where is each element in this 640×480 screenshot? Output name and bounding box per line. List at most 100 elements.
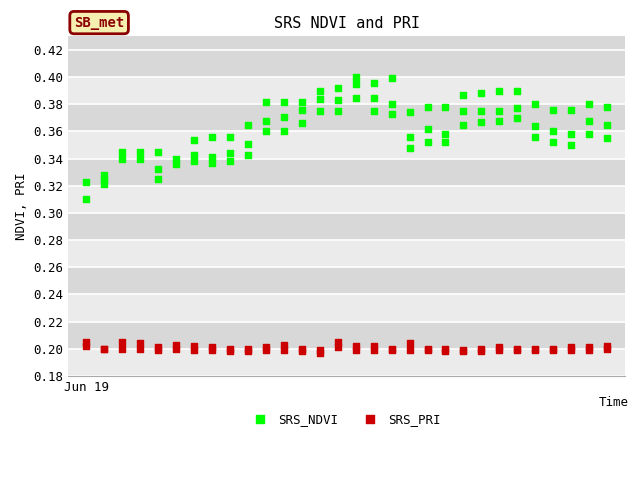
SRS_NDVI bbox=[207, 159, 217, 167]
SRS_NDVI bbox=[476, 118, 486, 126]
SRS_NDVI bbox=[99, 180, 109, 188]
SRS_NDVI bbox=[315, 87, 325, 95]
SRS_PRI bbox=[260, 346, 271, 354]
SRS_NDVI bbox=[351, 80, 361, 88]
Y-axis label: NDVI, PRI: NDVI, PRI bbox=[15, 172, 28, 240]
SRS_NDVI bbox=[512, 114, 522, 122]
SRS_NDVI bbox=[297, 120, 307, 127]
SRS_NDVI bbox=[81, 195, 92, 203]
SRS_PRI bbox=[404, 339, 415, 347]
SRS_PRI bbox=[422, 346, 433, 354]
SRS_NDVI bbox=[297, 106, 307, 114]
SRS_PRI bbox=[566, 344, 576, 351]
SRS_PRI bbox=[387, 346, 397, 354]
SRS_NDVI bbox=[566, 141, 576, 149]
Bar bbox=[68, 213, 625, 240]
SRS_PRI bbox=[135, 339, 145, 347]
Bar bbox=[68, 186, 625, 213]
SRS_PRI bbox=[369, 342, 379, 350]
SRS_PRI bbox=[602, 342, 612, 350]
Bar bbox=[68, 158, 625, 186]
SRS_NDVI bbox=[315, 95, 325, 103]
SRS_PRI bbox=[566, 346, 576, 354]
SRS_PRI bbox=[530, 346, 540, 354]
SRS_PRI bbox=[135, 345, 145, 353]
SRS_NDVI bbox=[548, 139, 558, 146]
SRS_PRI bbox=[243, 345, 253, 353]
SRS_NDVI bbox=[99, 171, 109, 179]
SRS_NDVI bbox=[315, 107, 325, 115]
SRS_PRI bbox=[494, 346, 504, 354]
SRS_PRI bbox=[99, 345, 109, 353]
Bar bbox=[68, 349, 625, 376]
SRS_NDVI bbox=[333, 96, 343, 104]
SRS_NDVI bbox=[243, 140, 253, 147]
SRS_PRI bbox=[171, 341, 181, 348]
SRS_NDVI bbox=[207, 154, 217, 161]
SRS_NDVI bbox=[279, 128, 289, 135]
SRS_PRI bbox=[207, 344, 217, 351]
SRS_PRI bbox=[476, 345, 486, 353]
SRS_PRI bbox=[225, 348, 235, 355]
SRS_NDVI bbox=[440, 139, 451, 146]
Text: SB_met: SB_met bbox=[74, 16, 124, 30]
SRS_PRI bbox=[476, 348, 486, 355]
Title: SRS NDVI and PRI: SRS NDVI and PRI bbox=[274, 16, 420, 31]
SRS_NDVI bbox=[369, 94, 379, 101]
SRS_NDVI bbox=[260, 128, 271, 135]
SRS_NDVI bbox=[458, 121, 468, 129]
SRS_NDVI bbox=[440, 131, 451, 138]
SRS_NDVI bbox=[387, 110, 397, 118]
Bar bbox=[68, 104, 625, 132]
SRS_PRI bbox=[494, 344, 504, 351]
SRS_NDVI bbox=[476, 90, 486, 97]
SRS_NDVI bbox=[404, 144, 415, 152]
SRS_PRI bbox=[315, 346, 325, 354]
SRS_NDVI bbox=[207, 133, 217, 141]
SRS_NDVI bbox=[369, 79, 379, 86]
SRS_NDVI bbox=[243, 121, 253, 129]
SRS_PRI bbox=[153, 344, 163, 351]
SRS_NDVI bbox=[476, 107, 486, 115]
SRS_NDVI bbox=[512, 105, 522, 112]
SRS_PRI bbox=[279, 341, 289, 348]
SRS_NDVI bbox=[243, 151, 253, 158]
Bar bbox=[68, 322, 625, 349]
SRS_PRI bbox=[297, 345, 307, 353]
SRS_NDVI bbox=[333, 84, 343, 92]
SRS_NDVI bbox=[189, 151, 199, 158]
SRS_PRI bbox=[351, 346, 361, 354]
SRS_NDVI bbox=[602, 134, 612, 142]
SRS_NDVI bbox=[81, 178, 92, 186]
SRS_NDVI bbox=[260, 98, 271, 106]
SRS_NDVI bbox=[422, 103, 433, 111]
SRS_PRI bbox=[260, 344, 271, 351]
Bar bbox=[68, 36, 625, 50]
SRS_PRI bbox=[189, 342, 199, 350]
SRS_NDVI bbox=[171, 155, 181, 162]
SRS_PRI bbox=[171, 345, 181, 353]
SRS_PRI bbox=[351, 342, 361, 350]
SRS_PRI bbox=[584, 344, 594, 351]
SRS_PRI bbox=[584, 346, 594, 354]
SRS_PRI bbox=[548, 345, 558, 353]
SRS_NDVI bbox=[494, 87, 504, 95]
SRS_PRI bbox=[512, 345, 522, 353]
SRS_NDVI bbox=[458, 91, 468, 98]
SRS_PRI bbox=[602, 345, 612, 353]
SRS_NDVI bbox=[333, 107, 343, 115]
SRS_NDVI bbox=[135, 155, 145, 162]
SRS_PRI bbox=[243, 348, 253, 355]
SRS_PRI bbox=[530, 345, 540, 353]
SRS_NDVI bbox=[404, 108, 415, 116]
SRS_NDVI bbox=[99, 175, 109, 183]
Bar bbox=[68, 267, 625, 294]
SRS_PRI bbox=[369, 346, 379, 354]
SRS_NDVI bbox=[584, 117, 594, 124]
SRS_NDVI bbox=[153, 166, 163, 173]
SRS_NDVI bbox=[279, 98, 289, 106]
SRS_NDVI bbox=[260, 117, 271, 124]
SRS_NDVI bbox=[387, 75, 397, 83]
SRS_PRI bbox=[153, 346, 163, 354]
SRS_PRI bbox=[512, 346, 522, 354]
